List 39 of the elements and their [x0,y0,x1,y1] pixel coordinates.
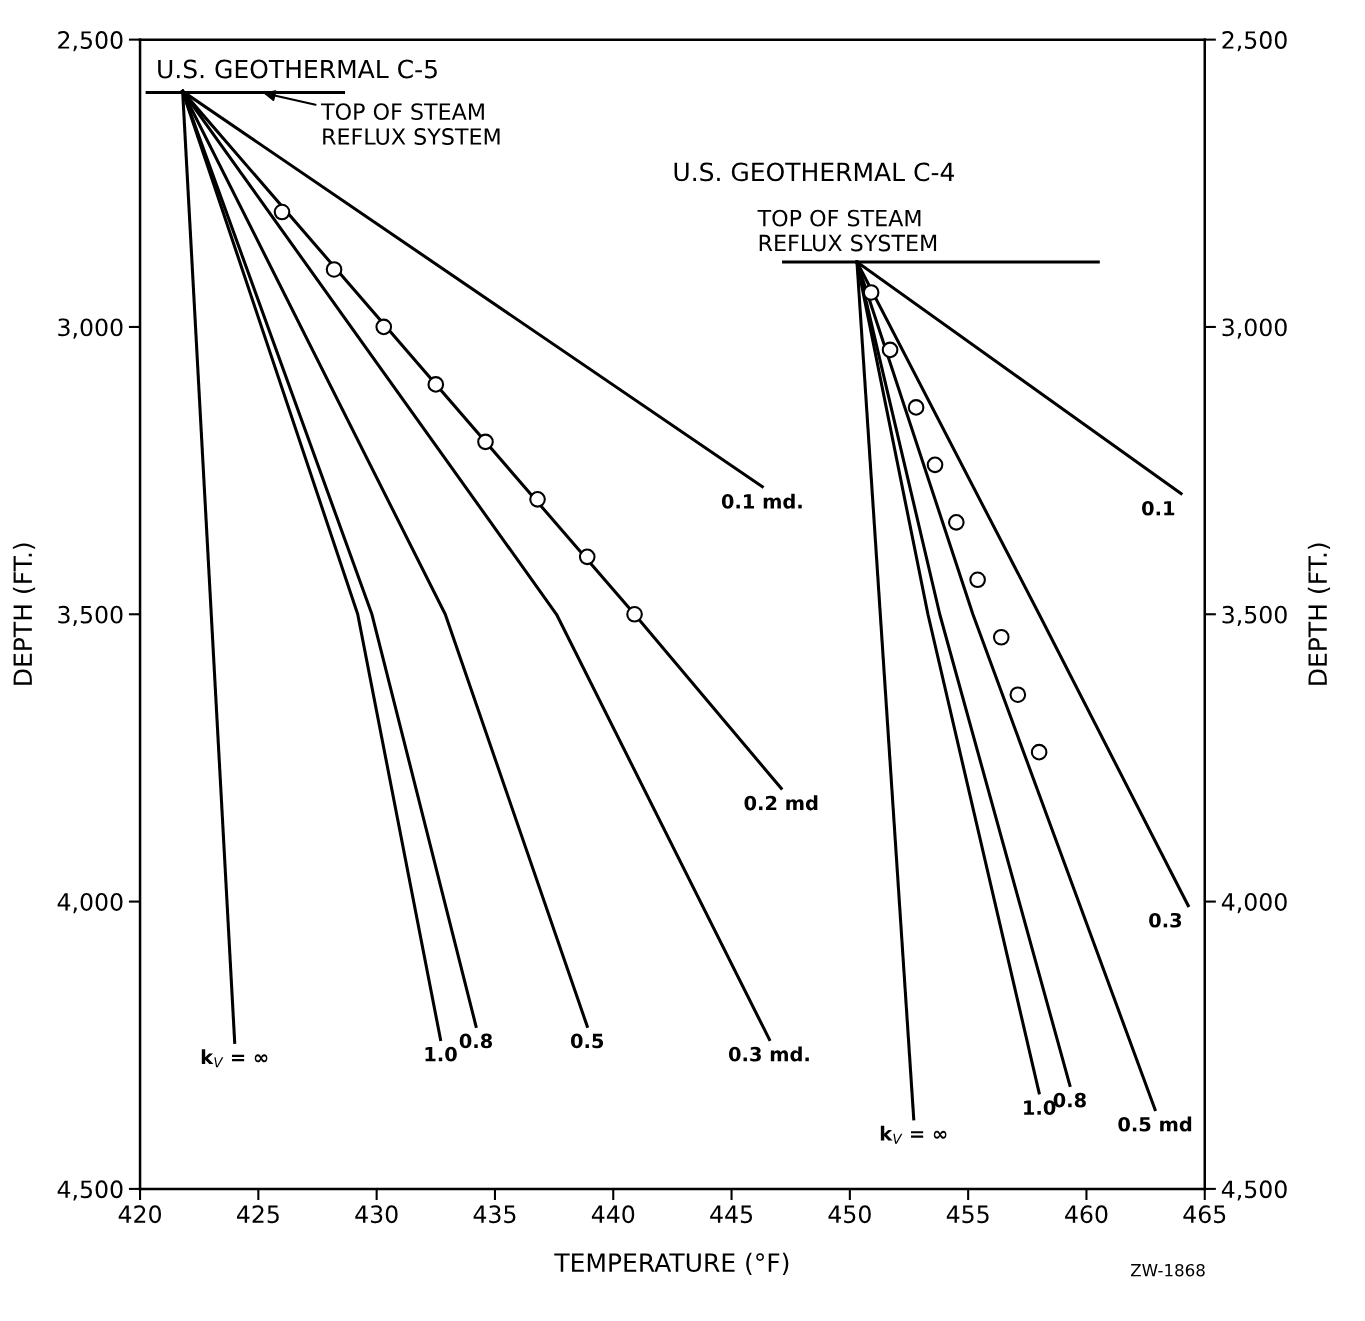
series-label: k$_{V}$ = ∞ [201,1049,268,1068]
text: ZW-1868 [1130,1263,1205,1277]
annotation: TOP OF STEAM REFLUX SYSTEM [757,209,937,252]
y-axis-title: DEPTH (FT.) [12,543,36,685]
x-tick-label: 440 [591,1205,635,1224]
x-tick-label: 450 [828,1205,871,1224]
series-label: 0.3 [1149,912,1182,928]
y-tick-label: 3,500 [58,605,123,626]
x-tick-label: 435 [473,1205,516,1224]
series-label: k$_{V}$ = ∞ [880,1125,947,1144]
series-label: 0.3 md. [728,1046,809,1062]
x-tick-label: 460 [1065,1205,1108,1224]
x-tick-label: 455 [946,1205,989,1224]
series-label: 0.8 [459,1033,493,1049]
series-label: 0.5 [570,1033,604,1049]
series-label: 1.0 [425,1046,457,1062]
x-tick-label: 425 [236,1205,279,1224]
x-tick-label: 445 [710,1205,753,1224]
series-label: 0.1 [1142,500,1175,516]
series-label: 0.1 md. [721,493,802,509]
y2-tick-label: 2,500 [1222,31,1287,52]
annotation: TOP OF STEAM REFLUX SYSTEM [320,103,500,145]
annotation: U.S. GEOTHERMAL C-5 [158,59,437,79]
y-tick-label: 4,000 [57,893,123,914]
y2-tick-label: 3,500 [1222,605,1287,626]
y-tick-label: 4,500 [57,1180,123,1201]
y-tick-label: 2,500 [58,31,123,52]
x-axis-title: TEMPERATURE (°F) [554,1252,789,1276]
y2-tick-label: 4,000 [1221,893,1287,914]
x-tick-label: 465 [1183,1205,1226,1224]
series-label: 0.5 md [1118,1116,1192,1132]
y2-axis-title: DEPTH (FT.) [1307,543,1331,685]
y2-tick-label: 4,500 [1221,1180,1287,1201]
x-tick-label: 420 [118,1205,162,1224]
y-tick-label: 3,000 [58,318,123,339]
x-tick-label: 430 [355,1205,398,1224]
series-label: 0.2 md [744,795,818,811]
y2-tick-label: 3,000 [1222,318,1287,339]
annotation: U.S. GEOTHERMAL C-4 [674,162,955,182]
